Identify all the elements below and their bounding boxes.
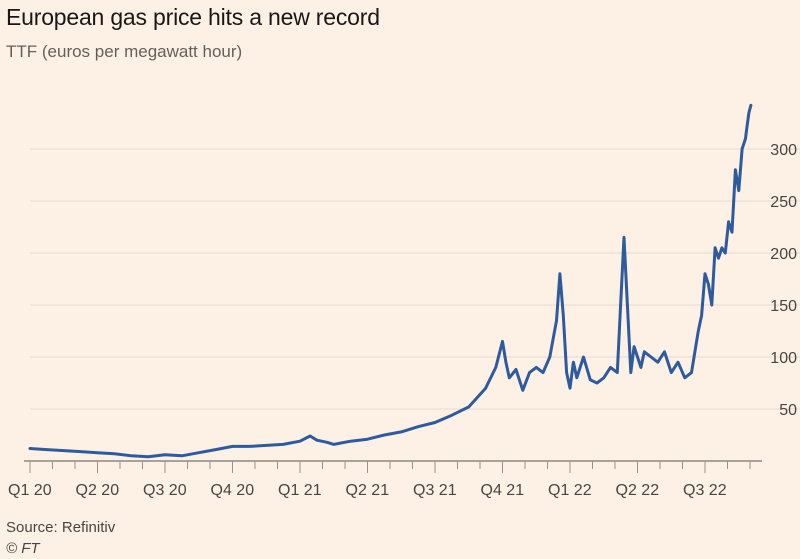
y-tick-label: 250: [770, 194, 797, 211]
x-tick-label: Q4 21: [481, 482, 525, 499]
chart-title: European gas price hits a new record: [6, 4, 380, 30]
x-tick-label: Q3 20: [143, 482, 187, 499]
y-tick-label: 50: [779, 402, 797, 419]
grid-lines: [30, 148, 800, 410]
y-tick-label: 200: [770, 246, 797, 263]
x-tick-label: Q4 20: [211, 482, 255, 499]
ft-credit: © FT: [6, 540, 40, 557]
y-tick-label: 100: [770, 350, 797, 367]
x-tick-label: Q2 21: [346, 482, 390, 499]
x-tick-label: Q2 22: [616, 482, 660, 499]
x-tick-label: Q1 21: [278, 482, 322, 499]
y-tick-label: 300: [770, 142, 797, 159]
x-tick-label: Q3 21: [413, 482, 457, 499]
x-tick-label: Q1 20: [8, 482, 52, 499]
y-tick-label: 150: [770, 298, 797, 315]
series-line-0: [28, 103, 753, 459]
x-tick-label: Q2 20: [76, 482, 120, 499]
x-axis: Q1 20 Q2 20 Q3 20 Q4 20 Q1 21 Q2 21 Q3 21 Q4 21…: [8, 460, 762, 499]
x-tick-label: Q3 22: [683, 482, 727, 499]
series-layer: [28, 103, 753, 459]
chart-subtitle: TTF (euros per megawatt hour): [6, 42, 243, 61]
x-tick-label: Q1 22: [548, 482, 592, 499]
source-note: Source: Refinitiv: [6, 519, 116, 536]
y-axis-ticks: 50 100 150 200 250 300: [770, 142, 797, 419]
